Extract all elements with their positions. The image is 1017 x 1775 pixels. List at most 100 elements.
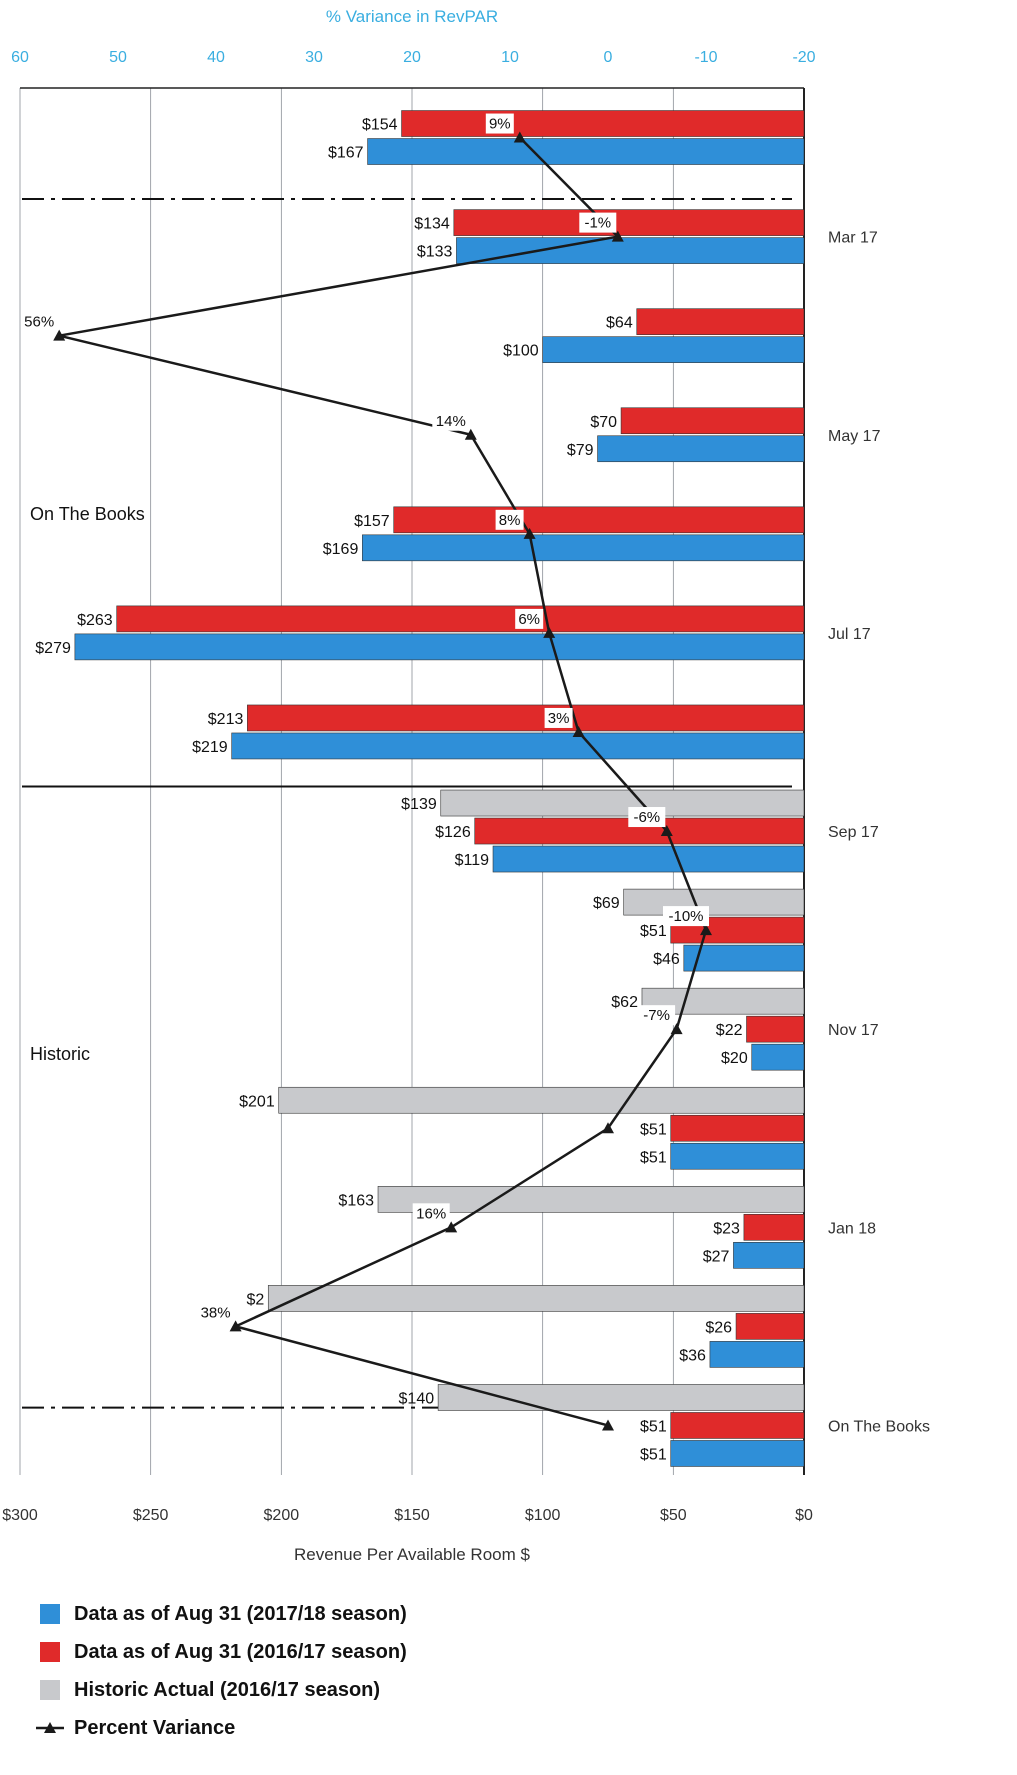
percent-data-label: -6% [633, 809, 660, 826]
bar-1 [542, 336, 805, 363]
bar-2 [670, 1114, 805, 1142]
percent-variance-marker [543, 626, 556, 638]
bar-2 [247, 704, 805, 732]
bar-data-label: $27 [703, 1248, 730, 1265]
left-axis-tick-label: $0 [795, 1507, 813, 1524]
legend-label: Percent Variance [74, 1717, 235, 1739]
bar-data-label: $51 [640, 923, 667, 940]
percent-variance-line [58, 136, 708, 1427]
bar-data-label: $169 [323, 541, 359, 558]
percent-label-box [544, 707, 573, 728]
bar-3 [267, 1285, 805, 1312]
bar-1 [597, 435, 805, 463]
percent-data-label: 14% [436, 413, 466, 430]
bar-1 [456, 237, 805, 264]
percent-label-box [432, 410, 470, 431]
category-label: May 17 [828, 428, 881, 445]
bar-data-label: $36 [679, 1347, 706, 1364]
bar-1 [362, 534, 805, 562]
right-axis-tick-label: -20 [792, 49, 815, 66]
section-label-historic: Historic [30, 1044, 90, 1064]
percent-data-label: 38% [201, 1304, 231, 1321]
bar-data-label: $51 [640, 1446, 667, 1463]
right-axis-tick-label: 20 [403, 49, 421, 66]
right-axis-tick-label: 0 [604, 49, 613, 66]
bar-2 [620, 407, 805, 435]
percent-variance-marker [572, 725, 585, 737]
bar-3 [440, 789, 805, 817]
percent-label-box [515, 608, 544, 629]
right-axis-tick-label: 30 [305, 49, 323, 66]
right-axis-title: % Variance in RevPAR [326, 7, 498, 26]
bar-data-label: $79 [567, 442, 594, 459]
bar-data-label: $20 [721, 1050, 748, 1067]
left-axis-tick-label: $50 [660, 1507, 687, 1524]
percent-label-box [495, 509, 524, 530]
legend-label: Data as of Aug 31 (2017/18 season) [74, 1603, 407, 1625]
legend-marker-icon [44, 1722, 56, 1733]
percent-data-label: 6% [518, 611, 540, 628]
bar-3 [278, 1086, 805, 1114]
category-label: Sep 17 [828, 824, 879, 841]
category-label: Nov 17 [828, 1022, 879, 1039]
bar-1 [231, 732, 805, 760]
bar-2 [670, 1412, 805, 1439]
percent-data-label: -7% [643, 1007, 670, 1024]
labels-layer: $167 $154 $133 $134 $100 $64 $79 $70 $169 $157 $27… [20, 113, 748, 1463]
bar-data-label: $219 [192, 739, 228, 756]
percent-variance-marker [602, 1419, 614, 1431]
right-axis-tick-label: 40 [207, 49, 225, 66]
right-axis-tick-label: 50 [109, 49, 127, 66]
percent-data-label: 16% [416, 1205, 446, 1222]
bar-data-label: $69 [593, 895, 620, 912]
left-axis-title: Revenue Per Available Room $ [294, 1545, 530, 1564]
bar-data-label: $139 [401, 796, 437, 813]
bar-1 [74, 633, 805, 661]
percent-label-box [628, 807, 666, 828]
bar-data-label: $279 [35, 640, 71, 657]
percent-label-box [579, 212, 617, 233]
category-label: Mar 17 [828, 230, 878, 247]
bar-data-label: $51 [640, 1149, 667, 1166]
bar-data-label: $201 [239, 1093, 275, 1110]
bar-data-label: $154 [362, 117, 398, 134]
percent-variance-marker [513, 131, 526, 143]
percent-variance-marker [445, 1221, 458, 1233]
left-axis-tick-label: $200 [264, 1507, 300, 1524]
bar-1 [683, 944, 805, 972]
left-axis-tick-label: $100 [525, 1507, 561, 1524]
percent-variance-marker [602, 1122, 614, 1134]
bar-data-label: $163 [338, 1192, 374, 1209]
percent-label-box [638, 1005, 676, 1026]
percent-label-box [663, 906, 709, 927]
left-axis-tick-label: $250 [133, 1507, 169, 1524]
right-axis-tick-label: 60 [11, 49, 29, 66]
bar-1 [733, 1242, 805, 1269]
percent-variance-marker [660, 825, 673, 837]
percent-data-label: -1% [584, 215, 611, 232]
percent-label-box [412, 1203, 450, 1224]
legend-layer: Data as of Aug 31 (2017/18 season) Data a… [36, 1603, 407, 1739]
bar-data-label: $51 [640, 1121, 667, 1138]
bar-data-label: $157 [354, 513, 390, 530]
percent-variance-marker [464, 428, 477, 440]
percent-label-box [20, 311, 58, 332]
percent-data-label: 56% [24, 314, 54, 331]
grid-layer [19, 87, 805, 1475]
bar-2 [670, 916, 805, 944]
percent-variance-marker [229, 1320, 242, 1332]
bar-data-label: $134 [414, 216, 450, 233]
percent-variance-marker [700, 924, 712, 936]
percent-data-label: 3% [548, 710, 570, 727]
bar-data-label: $22 [716, 1022, 743, 1039]
bar-2 [743, 1214, 805, 1241]
bar-data-label: $167 [328, 145, 364, 162]
left-axis-tick-label: $150 [394, 1507, 430, 1524]
percent-variance-marker [670, 1023, 683, 1035]
bar-data-label: $26 [705, 1319, 732, 1336]
bar-data-label: $64 [606, 315, 633, 332]
percent-data-label: 8% [499, 512, 521, 529]
percent-label-box [197, 1302, 235, 1323]
